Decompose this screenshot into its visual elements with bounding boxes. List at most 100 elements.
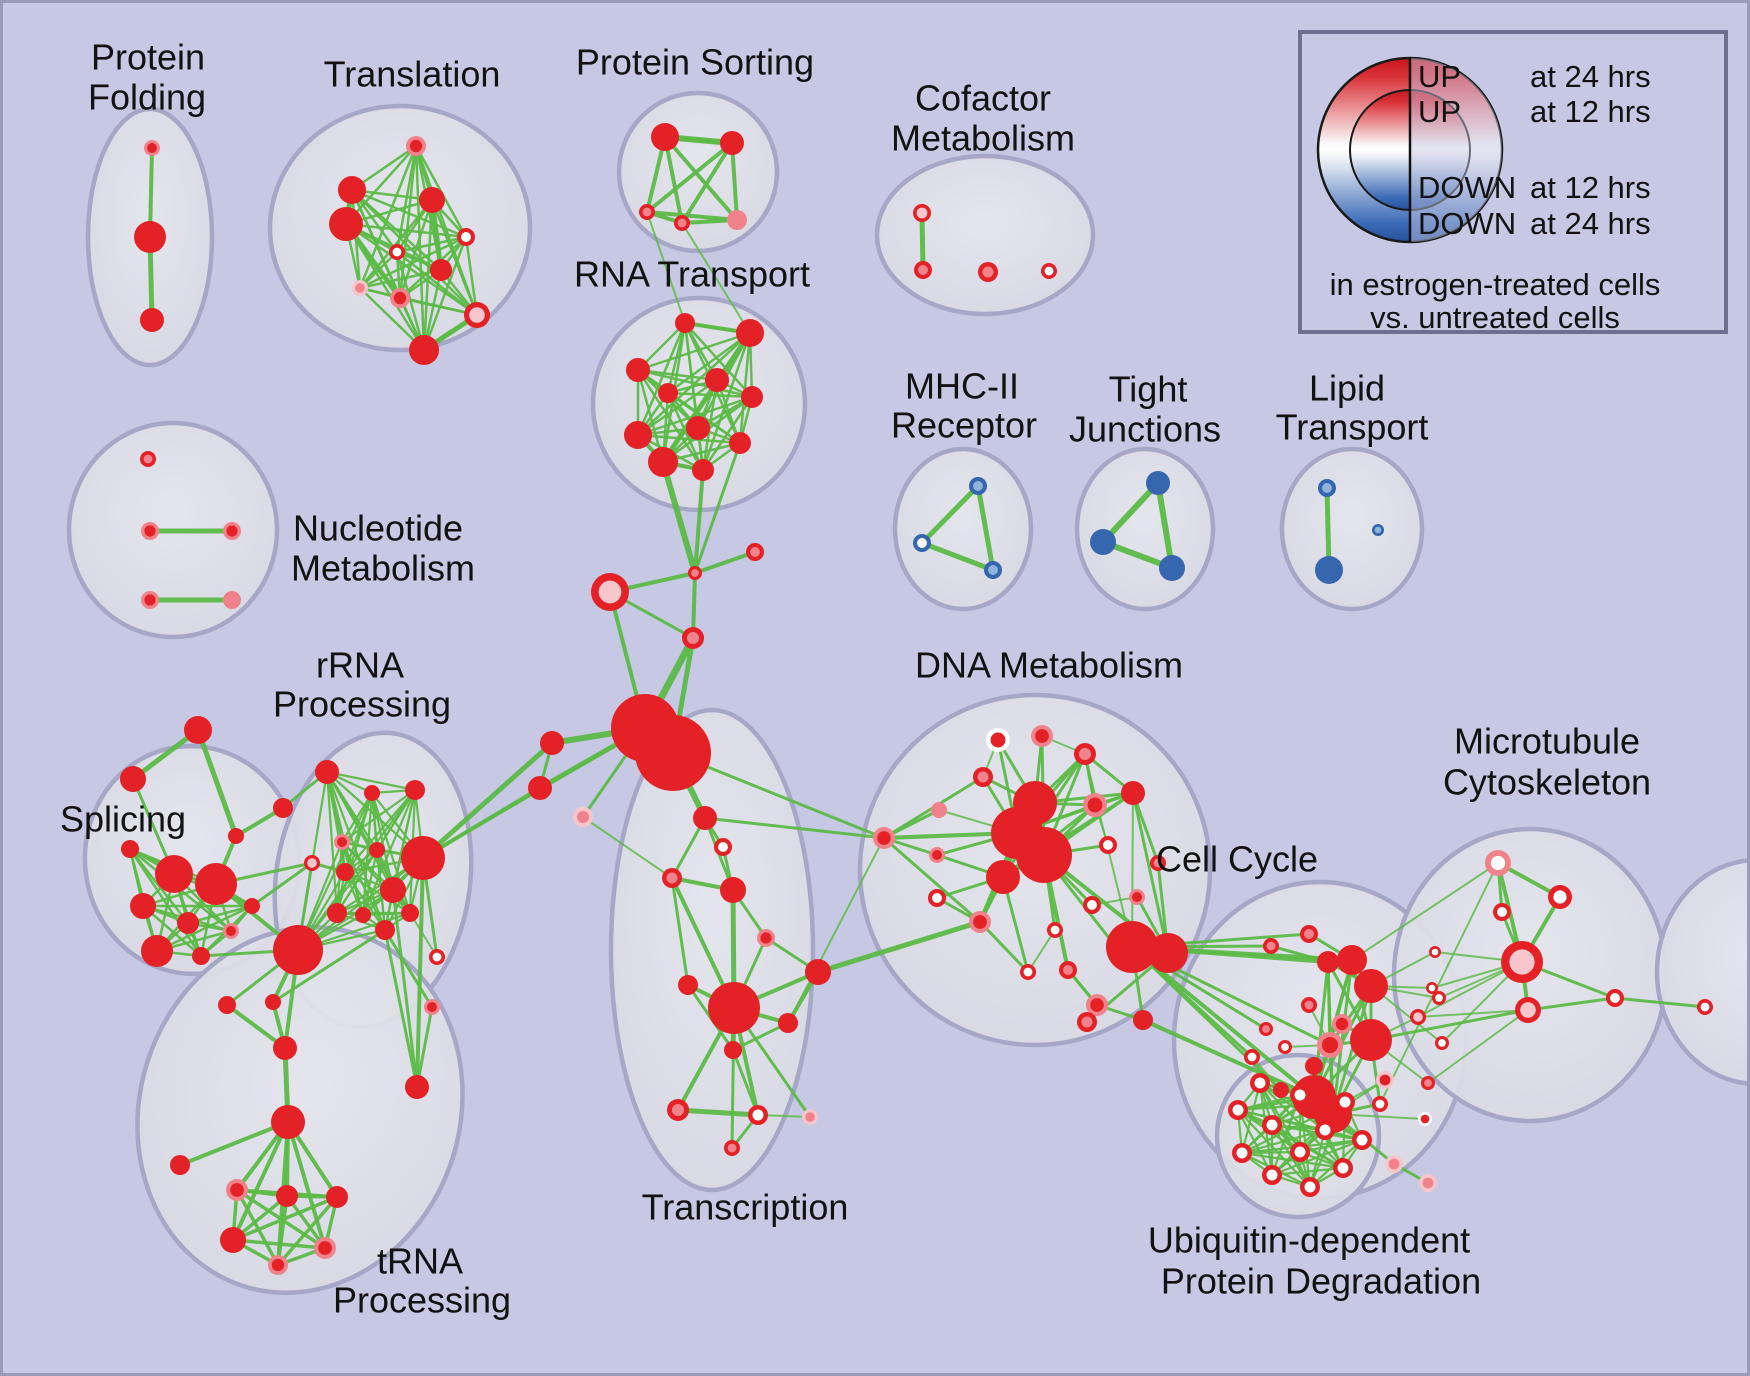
node-rr4 xyxy=(405,780,425,800)
node-ur1 xyxy=(1376,1071,1394,1089)
node-inner-core xyxy=(1078,747,1092,761)
edge xyxy=(1270,1166,1345,1177)
cluster-label: Lipid xyxy=(1309,368,1385,409)
cluster-label: Protein Degradation xyxy=(1161,1261,1481,1302)
node-fx1 xyxy=(540,731,564,755)
node-r11 xyxy=(692,459,714,481)
edge xyxy=(1240,1151,1345,1170)
edge xyxy=(335,848,379,915)
node-outer-ring xyxy=(327,903,347,923)
node-k21 xyxy=(1418,1112,1432,1126)
node-ps3 xyxy=(639,204,655,220)
edge xyxy=(660,459,698,576)
node-rr5 xyxy=(304,855,320,871)
node-inner-core xyxy=(1610,993,1620,1003)
node-r7 xyxy=(686,416,710,440)
node-inner-core xyxy=(805,1112,815,1122)
node-x12 xyxy=(748,1105,768,1125)
legend-footer-text: vs. untreated cells xyxy=(1370,300,1620,335)
edge xyxy=(701,331,752,472)
node-outer-ring xyxy=(419,187,445,213)
cluster-far-right-partial xyxy=(1654,858,1750,1086)
node-d9 xyxy=(1016,827,1072,883)
node-k20 xyxy=(1432,991,1446,1005)
edge xyxy=(975,483,996,573)
cluster-label: Processing xyxy=(333,1280,511,1321)
edge xyxy=(350,188,468,239)
edge xyxy=(646,211,686,324)
node-outer-ring xyxy=(1148,933,1188,973)
edge xyxy=(738,331,752,445)
node-outer-ring xyxy=(708,982,760,1034)
edge xyxy=(358,144,418,290)
edge xyxy=(178,1120,290,1167)
node-s11 xyxy=(223,923,239,939)
node-inner-core xyxy=(461,232,471,242)
cluster-label: rRNA xyxy=(316,645,404,686)
node-d15 xyxy=(1129,889,1145,905)
node-tn7 xyxy=(268,1255,288,1275)
node-outer-ring xyxy=(626,358,650,382)
node-inner-core xyxy=(750,547,760,557)
node-d2 xyxy=(1031,725,1053,747)
node-hub2 xyxy=(635,715,711,791)
node-t8 xyxy=(352,280,368,296)
node-s3 xyxy=(228,828,244,844)
edge xyxy=(296,791,374,952)
node-outer-ring xyxy=(177,912,199,934)
edge xyxy=(693,441,742,575)
node-inner-core xyxy=(1103,840,1113,850)
node-d19 xyxy=(1047,922,1063,938)
node-inner-core xyxy=(1081,1016,1093,1028)
node-tn6 xyxy=(314,1237,336,1259)
node-k12 xyxy=(1259,1022,1273,1036)
node-t5 xyxy=(457,228,475,246)
node-inner-core xyxy=(1294,1089,1306,1101)
node-u9 xyxy=(1290,1142,1310,1162)
node-k1 xyxy=(1263,938,1279,954)
node-outer-ring xyxy=(220,1227,246,1253)
edge xyxy=(681,222,751,334)
node-x3 xyxy=(662,868,682,888)
edge xyxy=(1613,996,1707,1009)
node-r8 xyxy=(624,421,652,449)
node-inner-core xyxy=(1438,1039,1446,1047)
node-k14 xyxy=(1273,1082,1289,1098)
node-mt9 xyxy=(1606,989,1624,1007)
node-rr14 xyxy=(429,949,445,965)
node-u2 xyxy=(1290,1085,1310,1105)
edge xyxy=(430,198,479,317)
node-m5 xyxy=(573,807,593,827)
cluster-label: Transcription xyxy=(642,1187,849,1228)
node-r2 xyxy=(736,319,764,347)
node-outer-ring xyxy=(658,383,678,403)
node-r6 xyxy=(741,386,763,408)
node-inner-core xyxy=(226,525,238,537)
node-inner-core xyxy=(916,207,928,219)
edge xyxy=(670,876,690,987)
node-inner-core xyxy=(271,1258,285,1272)
node-inner-core xyxy=(1294,1146,1306,1158)
legend-footer-text: in estrogen-treated cells xyxy=(1330,267,1661,302)
node-inner-core xyxy=(988,565,998,575)
node-inner-core xyxy=(1254,1077,1266,1089)
node-c3 xyxy=(978,262,998,282)
edge xyxy=(383,928,419,1089)
node-t4 xyxy=(419,187,445,213)
legend-direction-label: UP xyxy=(1418,94,1461,129)
node-bx2 xyxy=(1133,1010,1153,1030)
node-mh3 xyxy=(984,561,1002,579)
edge xyxy=(731,1048,760,1117)
node-inner-core xyxy=(1375,1099,1385,1109)
node-inner-core xyxy=(642,207,652,217)
node-u7 xyxy=(1352,1130,1372,1150)
edge xyxy=(701,378,719,472)
node-tn0 xyxy=(218,996,236,1014)
node-mt7 xyxy=(1410,1009,1426,1025)
node-outer-ring xyxy=(1121,781,1145,805)
node-s8 xyxy=(177,912,199,934)
node-inner-core xyxy=(230,1183,244,1197)
edge xyxy=(225,1003,287,1050)
node-outer-ring xyxy=(273,925,323,975)
node-k5 xyxy=(1354,969,1388,1003)
